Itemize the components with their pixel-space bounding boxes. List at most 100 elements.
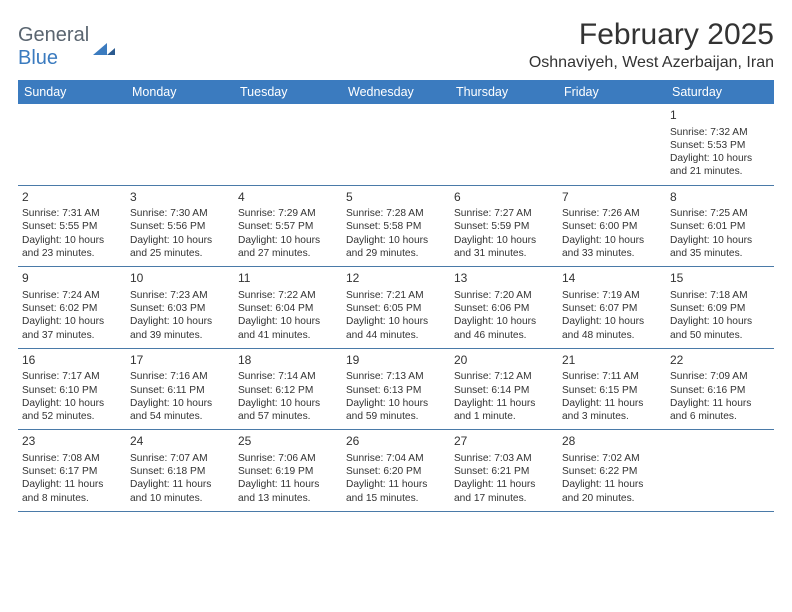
day-info: Sunrise: 7:23 AMSunset: 6:03 PMDaylight:… — [130, 289, 230, 342]
day-header-wed: Wednesday — [342, 80, 450, 104]
daylight-text: Daylight: 10 hours and 57 minutes. — [238, 397, 338, 424]
day-number: 19 — [346, 353, 446, 369]
day-cell: 22Sunrise: 7:09 AMSunset: 6:16 PMDayligh… — [666, 349, 774, 430]
sunrise-text: Sunrise: 7:29 AM — [238, 207, 338, 220]
day-cell: 12Sunrise: 7:21 AMSunset: 6:05 PMDayligh… — [342, 267, 450, 348]
daylight-text: Daylight: 10 hours and 21 minutes. — [670, 152, 770, 179]
daylight-text: Daylight: 11 hours and 10 minutes. — [130, 478, 230, 505]
sunrise-text: Sunrise: 7:04 AM — [346, 452, 446, 465]
sunrise-text: Sunrise: 7:06 AM — [238, 452, 338, 465]
sunrise-text: Sunrise: 7:26 AM — [562, 207, 662, 220]
day-cell: 17Sunrise: 7:16 AMSunset: 6:11 PMDayligh… — [126, 349, 234, 430]
sunset-text: Sunset: 6:14 PM — [454, 384, 554, 397]
day-number: 14 — [562, 271, 662, 287]
page-header: General Blue February 2025 Oshnaviyeh, W… — [18, 18, 774, 72]
day-cell: 20Sunrise: 7:12 AMSunset: 6:14 PMDayligh… — [450, 349, 558, 430]
day-number: 24 — [130, 434, 230, 450]
sunrise-text: Sunrise: 7:11 AM — [562, 370, 662, 383]
month-title: February 2025 — [529, 18, 774, 52]
day-cell: 13Sunrise: 7:20 AMSunset: 6:06 PMDayligh… — [450, 267, 558, 348]
sunset-text: Sunset: 5:59 PM — [454, 220, 554, 233]
daylight-text: Daylight: 11 hours and 20 minutes. — [562, 478, 662, 505]
day-number: 21 — [562, 353, 662, 369]
day-cell — [126, 104, 234, 185]
daylight-text: Daylight: 10 hours and 37 minutes. — [22, 315, 122, 342]
sunrise-text: Sunrise: 7:13 AM — [346, 370, 446, 383]
day-cell: 19Sunrise: 7:13 AMSunset: 6:13 PMDayligh… — [342, 349, 450, 430]
day-info: Sunrise: 7:31 AMSunset: 5:55 PMDaylight:… — [22, 207, 122, 260]
daylight-text: Daylight: 11 hours and 3 minutes. — [562, 397, 662, 424]
sunset-text: Sunset: 6:09 PM — [670, 302, 770, 315]
day-info: Sunrise: 7:11 AMSunset: 6:15 PMDaylight:… — [562, 370, 662, 423]
sunset-text: Sunset: 6:22 PM — [562, 465, 662, 478]
logo: General Blue — [18, 24, 115, 70]
day-info: Sunrise: 7:24 AMSunset: 6:02 PMDaylight:… — [22, 289, 122, 342]
day-number: 1 — [670, 108, 770, 124]
sunrise-text: Sunrise: 7:22 AM — [238, 289, 338, 302]
sunset-text: Sunset: 6:17 PM — [22, 465, 122, 478]
sunrise-text: Sunrise: 7:27 AM — [454, 207, 554, 220]
sunset-text: Sunset: 6:06 PM — [454, 302, 554, 315]
daylight-text: Daylight: 10 hours and 27 minutes. — [238, 234, 338, 261]
day-header-sun: Sunday — [18, 80, 126, 104]
daylight-text: Daylight: 10 hours and 23 minutes. — [22, 234, 122, 261]
sunrise-text: Sunrise: 7:08 AM — [22, 452, 122, 465]
day-number: 3 — [130, 190, 230, 206]
sunset-text: Sunset: 6:20 PM — [346, 465, 446, 478]
day-info: Sunrise: 7:20 AMSunset: 6:06 PMDaylight:… — [454, 289, 554, 342]
daylight-text: Daylight: 10 hours and 25 minutes. — [130, 234, 230, 261]
sunset-text: Sunset: 5:55 PM — [22, 220, 122, 233]
daylight-text: Daylight: 10 hours and 48 minutes. — [562, 315, 662, 342]
sunset-text: Sunset: 6:21 PM — [454, 465, 554, 478]
day-number: 9 — [22, 271, 122, 287]
day-header-fri: Friday — [558, 80, 666, 104]
day-cell: 11 Sunrise: 7:22 AMSunset: 6:04 PMDayligh… — [234, 267, 342, 348]
sunrise-text: Sunrise: 7:19 AM — [562, 289, 662, 302]
day-cell — [342, 104, 450, 185]
daylight-text: Daylight: 10 hours and 52 minutes. — [22, 397, 122, 424]
day-number: 28 — [562, 434, 662, 450]
sunrise-text: Sunrise: 7:12 AM — [454, 370, 554, 383]
daylight-text: Daylight: 10 hours and 41 minutes. — [238, 315, 338, 342]
sunrise-text: Sunrise: 7:25 AM — [670, 207, 770, 220]
daylight-text: Daylight: 10 hours and 44 minutes. — [346, 315, 446, 342]
day-info: Sunrise: 7:17 AMSunset: 6:10 PMDaylight:… — [22, 370, 122, 423]
day-cell: 16Sunrise: 7:17 AMSunset: 6:10 PMDayligh… — [18, 349, 126, 430]
day-info: Sunrise: 7:06 AMSunset: 6:19 PMDaylight:… — [238, 452, 338, 505]
sunset-text: Sunset: 5:57 PM — [238, 220, 338, 233]
day-info: Sunrise: 7:16 AMSunset: 6:11 PMDaylight:… — [130, 370, 230, 423]
day-cell: 27Sunrise: 7:03 AMSunset: 6:21 PMDayligh… — [450, 430, 558, 511]
day-cell — [234, 104, 342, 185]
week-row: 16Sunrise: 7:17 AMSunset: 6:10 PMDayligh… — [18, 349, 774, 431]
day-info: Sunrise: 7:14 AMSunset: 6:12 PMDaylight:… — [238, 370, 338, 423]
day-info: Sunrise: 7:19 AMSunset: 6:07 PMDaylight:… — [562, 289, 662, 342]
day-cell: 6Sunrise: 7:27 AMSunset: 5:59 PMDaylight… — [450, 186, 558, 267]
day-number: 17 — [130, 353, 230, 369]
day-info: Sunrise: 7:26 AMSunset: 6:00 PMDaylight:… — [562, 207, 662, 260]
sunset-text: Sunset: 6:03 PM — [130, 302, 230, 315]
daylight-text: Daylight: 10 hours and 31 minutes. — [454, 234, 554, 261]
day-number: 12 — [346, 271, 446, 287]
day-number: 11 — [238, 271, 338, 287]
day-number: 8 — [670, 190, 770, 206]
sunrise-text: Sunrise: 7:14 AM — [238, 370, 338, 383]
sunrise-text: Sunrise: 7:09 AM — [670, 370, 770, 383]
logo-triangle-icon — [93, 39, 115, 55]
day-info: Sunrise: 7:08 AMSunset: 6:17 PMDaylight:… — [22, 452, 122, 505]
day-cell: 2Sunrise: 7:31 AMSunset: 5:55 PMDaylight… — [18, 186, 126, 267]
day-cell: 26Sunrise: 7:04 AMSunset: 6:20 PMDayligh… — [342, 430, 450, 511]
day-cell: 14 Sunrise: 7:19 AMSunset: 6:07 PMDayligh… — [558, 267, 666, 348]
day-number: 18 — [238, 353, 338, 369]
sunrise-text: Sunrise: 7:03 AM — [454, 452, 554, 465]
sunset-text: Sunset: 5:56 PM — [130, 220, 230, 233]
day-info: Sunrise: 7:12 AMSunset: 6:14 PMDaylight:… — [454, 370, 554, 423]
sunrise-text: Sunrise: 7:17 AM — [22, 370, 122, 383]
day-info: Sunrise: 7:28 AMSunset: 5:58 PMDaylight:… — [346, 207, 446, 260]
sunset-text: Sunset: 6:11 PM — [130, 384, 230, 397]
sunset-text: Sunset: 6:07 PM — [562, 302, 662, 315]
day-number: 7 — [562, 190, 662, 206]
day-number: 20 — [454, 353, 554, 369]
sunset-text: Sunset: 6:04 PM — [238, 302, 338, 315]
week-row: 23Sunrise: 7:08 AMSunset: 6:17 PMDayligh… — [18, 430, 774, 512]
sunset-text: Sunset: 6:05 PM — [346, 302, 446, 315]
